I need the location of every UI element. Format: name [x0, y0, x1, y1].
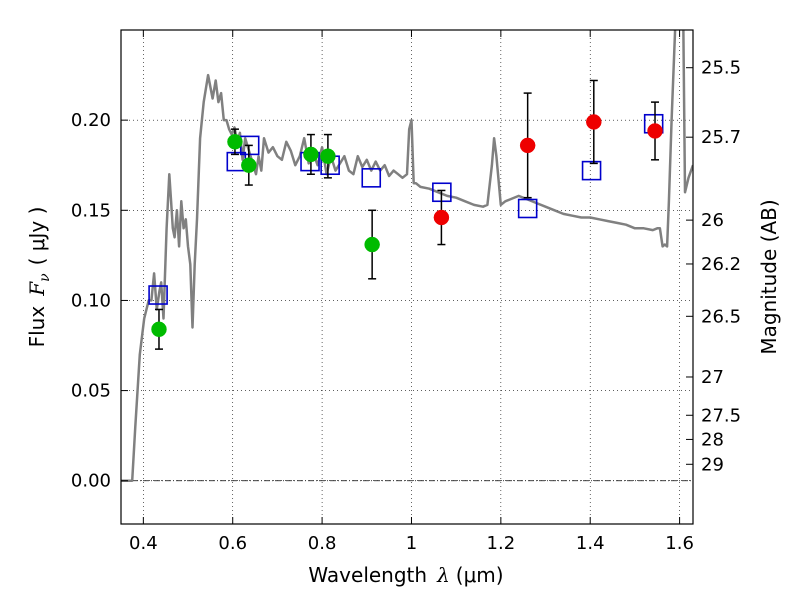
- x-tick-label: 0.8: [308, 533, 337, 554]
- green-data-point: [320, 148, 336, 164]
- model-spectrum-line: [121, 30, 693, 482]
- x-tick-label: 1.2: [487, 533, 516, 554]
- y2-tick-label: 29: [701, 454, 724, 475]
- y2-tick-label: 27.5: [701, 405, 741, 426]
- y-axis-unit: ( μJy ): [25, 207, 49, 266]
- x-tick-label: 1.6: [665, 533, 694, 554]
- x-tick-label: 0.6: [218, 533, 247, 554]
- y-axis-subscript: ν: [37, 273, 53, 282]
- grid: [121, 30, 693, 524]
- red-data-point: [519, 137, 536, 154]
- y-axis-label-text: Flux: [25, 306, 49, 348]
- x-axis-symbol: λ: [436, 563, 450, 587]
- x-tick-label: 0.4: [129, 533, 158, 554]
- y2-tick-label: 26.5: [701, 306, 741, 327]
- y-axis-label: Flux Fν ( μJy ): [25, 207, 53, 348]
- y-tick-label: 0.20: [71, 110, 111, 131]
- y2-tick-label: 26.2: [701, 254, 741, 275]
- x-tick-label: 1: [406, 533, 417, 554]
- y2-tick-label: 28: [701, 429, 724, 450]
- ticks: 0.4 0.6 0.8 1 1.2 1.4 1.6 0.00 0.05 0.10 0.15 0.20 2…: [71, 30, 741, 554]
- green-data-point: [364, 236, 380, 253]
- red-data-point: [433, 209, 450, 226]
- y-tick-label: 0.10: [71, 290, 111, 311]
- green-data-point: [241, 157, 257, 173]
- plot-frame: [120, 29, 694, 525]
- plot-area: [121, 30, 693, 482]
- red-data-point: [586, 114, 602, 130]
- y-tick-label: 0.05: [71, 381, 111, 402]
- x-axis-label: Wavelength λ (μm): [308, 563, 503, 587]
- y-axis-symbol: F: [25, 281, 49, 297]
- red-data-point: [647, 123, 663, 139]
- x-axis-label-text: Wavelength: [308, 563, 427, 587]
- y2-axis-label: Magnitude (AB): [757, 199, 781, 354]
- y-tick-label: 0.15: [71, 200, 111, 221]
- green-data-point: [303, 146, 319, 163]
- model-photometry-square: [581, 160, 602, 181]
- model-photometry-square: [361, 168, 382, 188]
- y2-tick-label: 25.7: [701, 127, 741, 148]
- green-data-point: [151, 321, 167, 338]
- x-axis-unit: (μm): [456, 563, 504, 587]
- x-tick-label: 1.4: [576, 533, 605, 554]
- green-data-point: [227, 134, 243, 150]
- model-photometry-square: [517, 198, 538, 219]
- y2-tick-label: 26: [701, 210, 724, 231]
- model-photometry-square: [148, 285, 168, 305]
- y2-tick-label: 25.5: [701, 58, 741, 79]
- y2-tick-label: 27: [701, 367, 724, 388]
- y-tick-label: 0.00: [71, 471, 111, 492]
